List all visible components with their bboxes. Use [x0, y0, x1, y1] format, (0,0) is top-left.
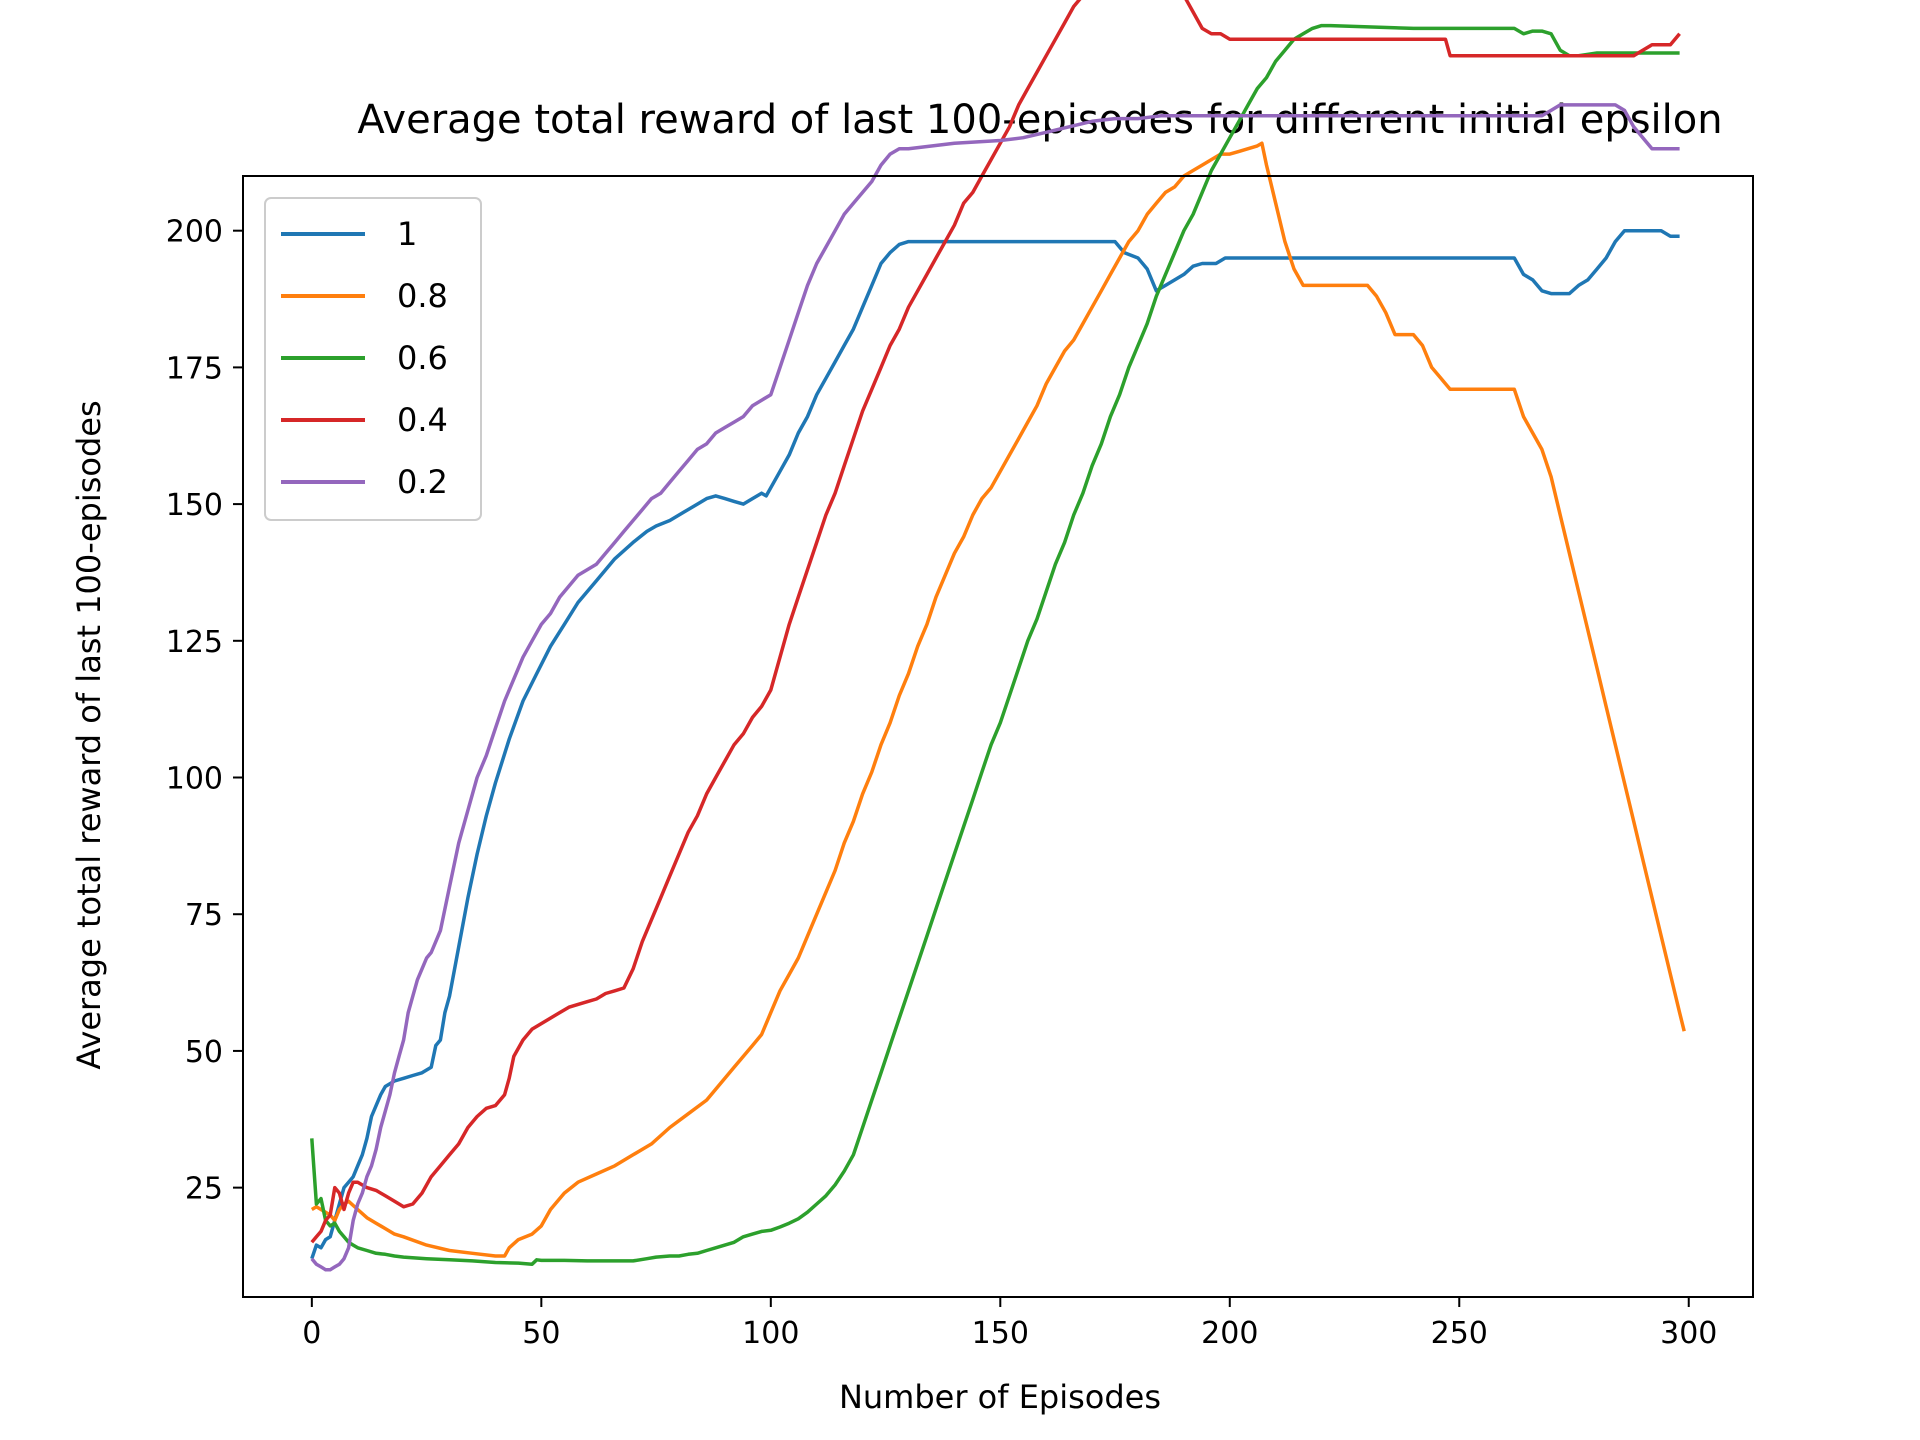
x-tick-label-250: 250: [1431, 1316, 1488, 1351]
x-tick-label-0: 0: [302, 1316, 321, 1351]
y-tick-label-125: 125: [166, 625, 223, 660]
y-tick-label-175: 175: [166, 351, 223, 386]
series-line-3: [310, 23, 1680, 1266]
legend-label-3: 0.6: [397, 339, 448, 377]
series-layer: [310, 0, 1686, 1272]
y-tick-label-150: 150: [166, 488, 223, 523]
chart-title: Average total reward of last 100-episode…: [357, 97, 1722, 143]
y-tick-label-100: 100: [166, 762, 223, 797]
x-tick-label-200: 200: [1201, 1316, 1258, 1351]
y-tick-label-75: 75: [185, 898, 223, 933]
x-axis-label: Number of Episodes: [839, 1378, 1161, 1416]
series-line-1: [310, 228, 1680, 1260]
ticks-layer: 0 50 100 150 200 250 300 25 50 75 100 125 150 175 200: [166, 215, 1718, 1351]
x-tick-label-150: 150: [972, 1316, 1029, 1351]
plot-frame: [242, 175, 1754, 1298]
series-line-5: [310, 103, 1680, 1272]
legend-label-5: 0.2: [397, 463, 448, 501]
legend-box: [264, 197, 482, 521]
legend-label-1: 1: [397, 215, 417, 253]
y-tick-label-25: 25: [185, 1172, 223, 1207]
legend-label-2: 0.8: [397, 277, 448, 315]
y-axis-label: Average total reward of last 100-episode…: [70, 400, 108, 1069]
y-tick-label-200: 200: [166, 215, 223, 250]
legend: 1 0.8 0.6 0.4 0.2: [264, 197, 482, 521]
series-line-4: [310, 0, 1681, 1244]
x-tick-label-300: 300: [1660, 1316, 1717, 1351]
series-line-2: [310, 141, 1686, 1258]
legend-label-4: 0.4: [397, 401, 448, 439]
x-tick-label-50: 50: [522, 1316, 560, 1351]
y-tick-label-50: 50: [185, 1035, 223, 1070]
x-tick-label-100: 100: [742, 1316, 799, 1351]
